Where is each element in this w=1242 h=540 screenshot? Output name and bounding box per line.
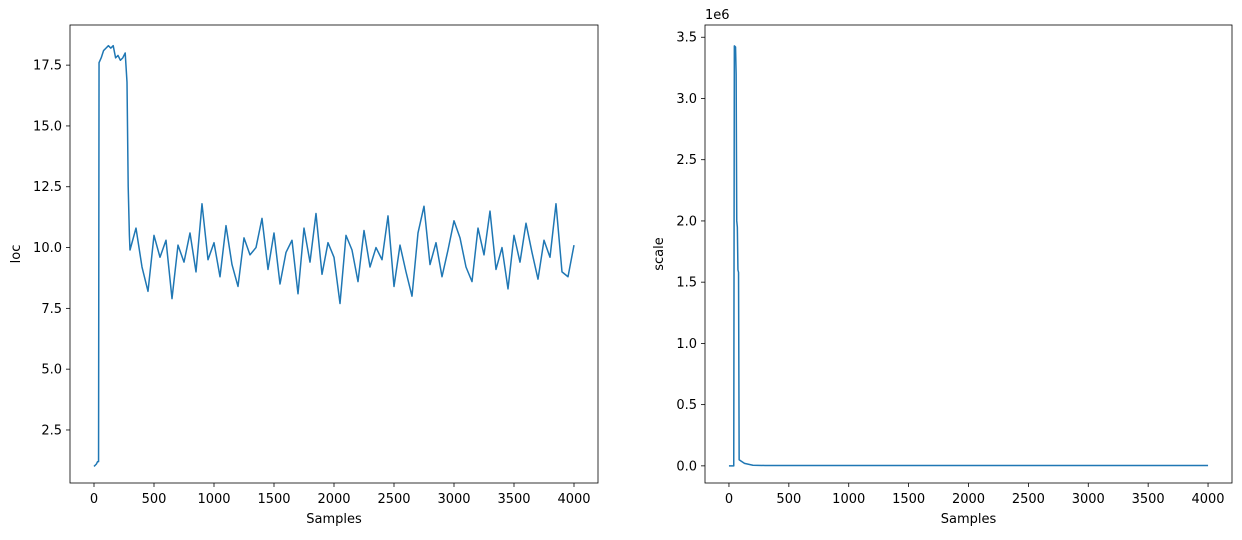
data-line [728, 45, 1209, 467]
x-tick-label: 500 [142, 492, 167, 507]
x-tick-label: 0 [725, 492, 733, 507]
x-tick-label: 3000 [437, 492, 470, 507]
x-tick-label: 4000 [1191, 492, 1224, 507]
axes-frame [704, 24, 1233, 484]
y-tick-label: 5.0 [41, 363, 62, 378]
x-axis-label: Samples [306, 512, 362, 527]
x-tick-label: 2500 [1012, 492, 1045, 507]
y-tick-label: 2.5 [41, 423, 62, 438]
x-tick-label: 2500 [377, 492, 410, 507]
y-tick-label: 17.5 [33, 59, 62, 74]
x-tick-label: 4000 [557, 492, 590, 507]
y-tick-label: 7.5 [41, 302, 62, 317]
x-tick-label: 3500 [1132, 492, 1165, 507]
axis-offset-label: 1e6 [705, 8, 730, 23]
y-tick-label: 15.0 [33, 119, 62, 134]
y-tick-label: 0.0 [676, 459, 697, 474]
y-tick-label: 1.0 [676, 337, 697, 352]
x-tick-label: 1000 [832, 492, 865, 507]
y-tick-label: 12.5 [33, 180, 62, 195]
y-tick-label: 10.0 [33, 241, 62, 256]
x-tick-label: 2000 [317, 492, 350, 507]
y-axis-label: loc [9, 245, 24, 264]
y-tick-label: 0.5 [676, 398, 697, 413]
x-tick-label: 500 [776, 492, 801, 507]
x-tick-label: 1000 [197, 492, 230, 507]
y-tick-label: 2.5 [676, 153, 697, 168]
x-tick-label: 3500 [497, 492, 530, 507]
x-axis-label: Samples [941, 512, 997, 527]
x-tick-label: 1500 [892, 492, 925, 507]
y-axis-label: scale [652, 237, 667, 271]
x-tick-label: 2000 [952, 492, 985, 507]
x-tick-label: 0 [90, 492, 98, 507]
x-tick-label: 1500 [257, 492, 290, 507]
x-tick-label: 3000 [1072, 492, 1105, 507]
data-line [93, 44, 575, 467]
y-tick-label: 3.5 [676, 31, 697, 46]
y-tick-label: 1.5 [676, 276, 697, 291]
y-tick-label: 2.0 [676, 214, 697, 229]
y-tick-label: 3.0 [676, 92, 697, 107]
